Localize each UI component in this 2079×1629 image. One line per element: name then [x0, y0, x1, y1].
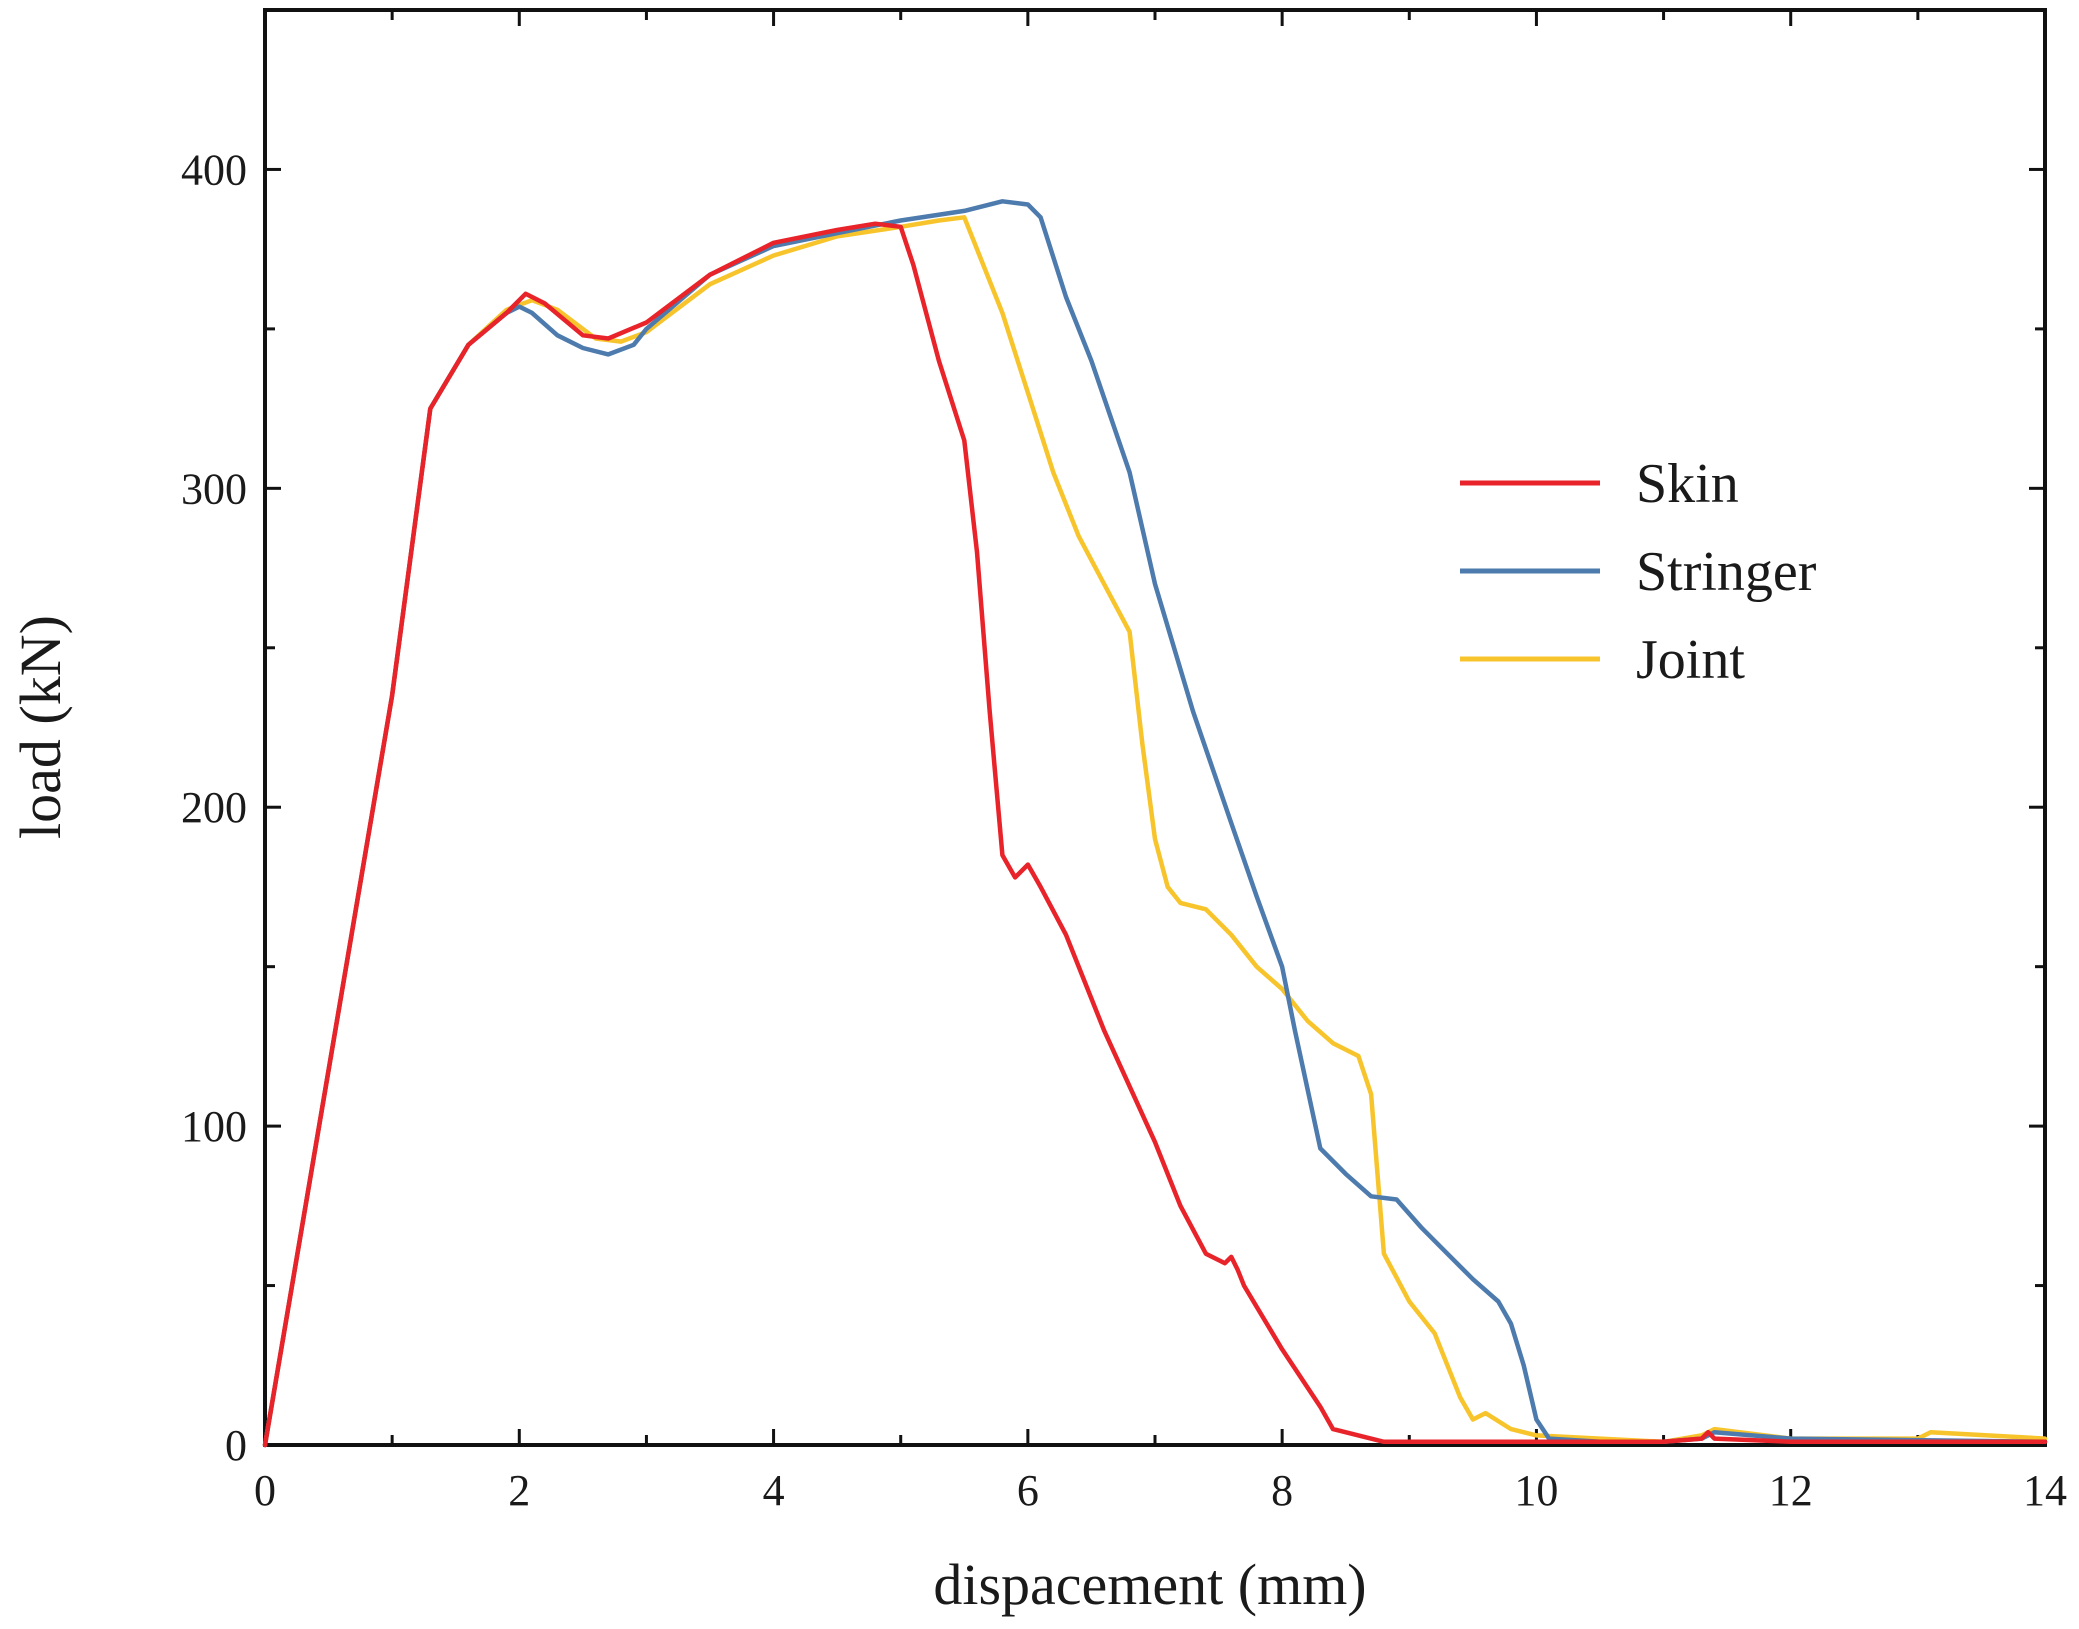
x-tick-label: 12: [1769, 1466, 1813, 1515]
series-line-joint: [262, 215, 2048, 1448]
y-axis-title: load (kN): [8, 615, 73, 839]
x-tick-label: 2: [508, 1466, 530, 1515]
y-tick-label: 0: [225, 1421, 247, 1470]
tick-labels: 0 2 4 6 8 10 12 14 0 100 200 300 400: [181, 145, 2067, 1515]
series-layer: [262, 199, 2048, 1448]
x-tick-label: 6: [1017, 1466, 1039, 1515]
x-tick-label: 4: [763, 1466, 785, 1515]
x-axis-title: dispacement (mm): [933, 1552, 1366, 1617]
axis-ticks: [263, 10, 2047, 1447]
y-tick-label: 200: [181, 783, 247, 832]
plot-frame: [263, 8, 2047, 1447]
legend-label-joint: Joint: [1636, 629, 1745, 691]
y-tick-label: 100: [181, 1102, 247, 1151]
series-line-skin: [262, 221, 2048, 1448]
y-tick-label: 400: [181, 145, 247, 194]
x-tick-label: 0: [254, 1466, 276, 1515]
x-tick-label: 14: [2023, 1466, 2067, 1515]
legend-label-skin: Skin: [1636, 453, 1739, 515]
legend: Skin Stringer Joint: [1460, 453, 1817, 691]
series-line-stringer: [262, 199, 2048, 1448]
legend-label-stringer: Stringer: [1636, 541, 1817, 603]
y-tick-label: 300: [181, 464, 247, 513]
x-tick-label: 10: [1514, 1466, 1558, 1515]
x-tick-label: 8: [1271, 1466, 1293, 1515]
